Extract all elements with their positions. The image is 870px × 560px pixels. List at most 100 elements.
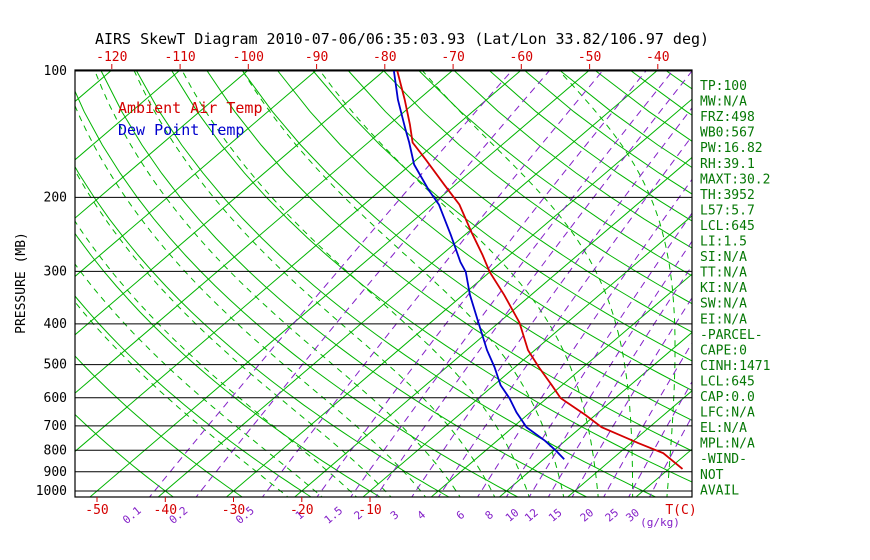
stat-line: MPL:N/A [700,437,755,452]
dry-adiabat-line [75,295,312,497]
dry-adiabat-line [75,165,450,497]
moist-adiabat-line [94,70,461,497]
isotherm-line [75,70,454,394]
dry-adiabat-line [383,70,692,305]
stat-line: SW:N/A [700,297,747,312]
dry-adiabat-line [100,70,588,497]
pressure-tick-label: 700 [44,419,67,434]
top-temp-tick-label: -100 [233,50,264,65]
stat-line: SI:N/A [700,250,747,265]
pressure-tick-label: 500 [44,358,67,373]
stat-line: NOT [700,468,724,483]
stat-line: L57:5.7 [700,203,755,218]
mixing-ratio-unit-label: (g/kg) [640,516,680,529]
moist-adiabat-line [558,70,676,497]
dew-point-curve [393,70,565,460]
stat-line: LI:1.5 [700,235,747,250]
pressure-tick-label: 1000 [36,484,67,499]
mixing-ratio-label: 8 [483,508,496,522]
dry-adiabat-line [348,70,692,333]
stat-line: CAP:0.0 [700,390,755,405]
mixing-ratio-line [316,70,647,497]
mixing-ratio-line [628,380,692,497]
mixing-ratio-label: 1.5 [322,504,346,527]
mixing-ratio-line [505,212,692,497]
temp-unit-label: T(C) [665,503,696,518]
plot-frame [74,69,693,498]
curves-layer [393,70,684,470]
isotherm-line [75,70,181,161]
mixing-ratio-line [261,70,603,497]
mixing-ratio-label: 3 [388,508,401,522]
dry-adiabat-line [312,70,692,362]
labels-layer: 100 200 300 400 500 600 700 800 900 1000 -120 -110 -… [36,50,771,527]
stat-line: WB0:567 [700,126,755,141]
mixing-ratio-label: 0.1 [120,504,144,527]
moist-adiabat-line [75,169,392,497]
mixing-ratio-label: 20 [578,506,597,524]
mixing-ratio-label: 15 [546,506,565,524]
mixing-ratio-line [528,240,692,497]
mixing-ratio-line [195,70,550,497]
moist-adiabat-line [181,70,530,497]
mixing-ratio-line [374,70,692,497]
dry-adiabat-line [75,355,244,497]
stat-line: TT:N/A [700,266,747,281]
top-temp-tick-label: -80 [373,50,396,65]
dry-adiabat-line [454,70,692,249]
stat-line: EI:N/A [700,312,747,327]
stat-line: EL:N/A [700,421,747,436]
pressure-tick-label: 300 [44,264,67,279]
dry-adiabat-line [206,70,692,452]
bottom-temp-tick-label: -10 [358,503,381,518]
stat-line: CINH:1471 [700,359,770,374]
mixing-ratio-label: 12 [522,506,541,524]
mixing-ratio-line [603,342,692,497]
pressure-tick-label: 800 [44,443,67,458]
pressure-tick-label: 200 [44,190,67,205]
mixing-ratio-lines [148,70,692,497]
mixing-ratio-line [648,415,692,497]
stat-line: AVAIL [700,483,739,498]
dry-adiabat-line [75,413,175,497]
top-temp-tick-label: -110 [164,50,195,65]
bottom-temp-tick-label: -20 [290,503,313,518]
dry-adiabat-line [773,71,870,500]
dry-adiabat-line [418,70,692,277]
dry-adiabat-line [808,71,870,500]
stat-line: FRZ:498 [700,110,755,125]
moist-adiabat-line [75,301,289,497]
pressure-tick-label: 400 [44,317,67,332]
dry-adiabat-line [171,70,692,483]
legend-ambient-temp-label: Ambient Air Temp [118,99,263,117]
top-temp-tick-label: -70 [441,50,464,65]
top-temp-tick-label: -120 [96,50,127,65]
pressure-tick-label: 900 [44,465,67,480]
stat-line: LFC:N/A [700,406,755,421]
stat-line: RH:39.1 [700,157,755,172]
top-temp-tick-label: -50 [578,50,601,65]
dry-adiabat-line [136,70,657,497]
moist-adiabat-line [133,70,496,497]
stat-line: TH:3952 [700,188,755,203]
moist-adiabat-line [75,104,427,497]
ambient-temp-curve [396,70,684,470]
stat-line: -WIND- [700,452,747,467]
top-temp-tick-label: -40 [646,50,669,65]
dry-adiabat-line [75,90,519,497]
moist-adiabats [75,70,676,497]
top-temp-tick-label: -60 [510,50,533,65]
chart-title: AIRS SkewT Diagram 2010-07-06/06:35:03.9… [95,30,709,48]
mixing-ratio-line [148,70,512,497]
stat-line: KI:N/A [700,281,747,296]
isotherm-line [75,70,249,219]
isotherm-line [75,70,317,278]
bottom-temp-tick-label: -30 [222,503,245,518]
stat-line: TP:100 [700,79,747,94]
stat-line: PW:16.82 [700,141,763,156]
mixing-ratio-label: 6 [454,508,467,522]
moist-adiabat-line [319,70,599,497]
mixing-ratio-line [411,107,692,497]
